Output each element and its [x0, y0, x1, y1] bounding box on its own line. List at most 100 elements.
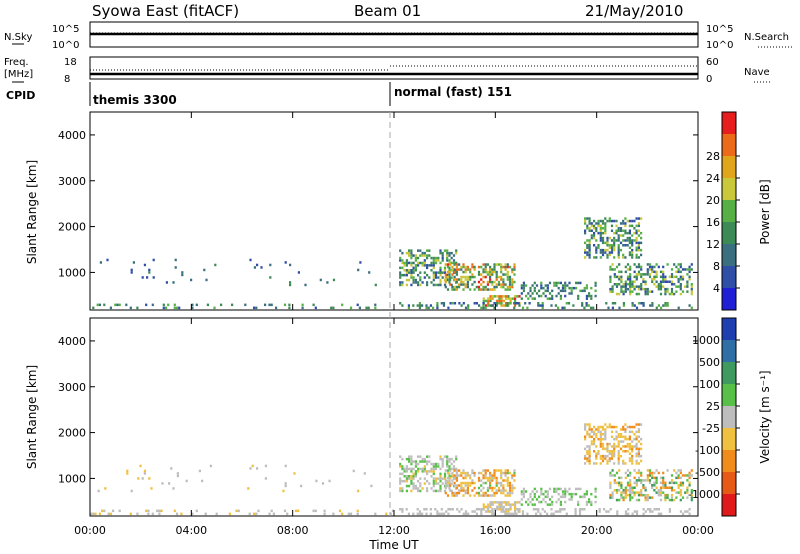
power-data-cell	[491, 270, 494, 274]
power-data-cell	[106, 258, 109, 262]
velocity-data-cell	[439, 484, 442, 488]
velocity-data-cell	[588, 454, 591, 458]
velocity-data-cell	[633, 445, 636, 448]
velocity-data-cell	[588, 447, 591, 451]
power-data-cell	[677, 268, 680, 271]
power-data-cell	[586, 239, 589, 242]
velocity-data-cell	[347, 512, 350, 516]
power-data-cell	[583, 306, 586, 310]
power-data-cell	[434, 283, 438, 287]
velocity-data-cell	[624, 450, 627, 453]
power-data-cell	[489, 273, 492, 276]
power-data-cell	[319, 278, 322, 282]
velocity-data-cell	[426, 460, 429, 463]
power-data-cell	[635, 292, 638, 296]
power-data-cell	[410, 264, 413, 267]
power-data-cell	[555, 294, 558, 298]
velocity-data-cell	[511, 476, 514, 480]
velocity-data-cell	[601, 442, 605, 446]
velocity-data-cell	[664, 486, 667, 489]
power-data-cell	[620, 287, 623, 291]
velocity-data-cell	[635, 423, 638, 426]
velocity-data-cell	[551, 495, 554, 499]
velocity-data-cell	[500, 476, 503, 480]
power-data-cell	[504, 288, 507, 291]
power-data-cell	[231, 303, 234, 307]
power-data-cell	[593, 219, 596, 223]
velocity-data-cell	[434, 482, 438, 485]
velocity-data-cell	[514, 510, 517, 513]
velocity-data-cell	[426, 462, 429, 466]
velocity-data-cell	[147, 509, 150, 513]
velocity-data-cell	[498, 501, 501, 504]
velocity-data-cell	[491, 474, 494, 477]
power-data-cell	[414, 269, 417, 272]
velocity-data-cell	[410, 489, 413, 493]
velocity-data-cell	[414, 487, 417, 490]
power-data-cell	[651, 278, 654, 281]
velocity-data-cell	[637, 430, 640, 434]
power-data-cell	[525, 284, 528, 287]
power-data-cell	[635, 256, 638, 259]
velocity-data-cell	[312, 509, 315, 513]
freq-tick-top: 18	[64, 57, 77, 68]
power-data-cell	[619, 241, 623, 245]
x-tick-label: 20:00	[581, 524, 613, 537]
power-data-cell	[467, 306, 470, 310]
power-data-cell	[451, 288, 454, 291]
velocity-data-cell	[581, 508, 584, 511]
velocity-data-cell	[594, 495, 597, 499]
power-data-cell	[590, 297, 593, 300]
power-data-cell	[651, 290, 654, 293]
power-data-cell	[518, 304, 521, 307]
power-data-cell	[597, 222, 600, 225]
power-data-cell	[679, 265, 682, 269]
power-data-cell	[586, 227, 589, 230]
velocity-data-cell	[655, 469, 658, 472]
power-data-cell	[405, 271, 408, 274]
power-data-cell	[633, 304, 636, 307]
velocity-data-cell	[644, 498, 647, 502]
velocity-data-cell	[385, 512, 388, 516]
velocity-data-cell	[437, 482, 440, 485]
power-colorbar-segment	[722, 266, 736, 288]
velocity-data-cell	[633, 493, 636, 497]
power-data-cell	[455, 288, 458, 291]
velocity-data-cell	[473, 471, 476, 475]
velocity-data-cell	[606, 454, 609, 458]
power-data-cell	[559, 289, 562, 293]
power-data-cell	[668, 292, 671, 296]
power-data-cell	[405, 259, 408, 262]
power-data-cell	[585, 297, 588, 300]
velocity-data-cell	[666, 493, 669, 497]
velocity-data-cell	[428, 482, 431, 485]
velocity-data-cell	[321, 482, 325, 485]
velocity-data-cell	[646, 508, 650, 511]
power-data-cell	[673, 275, 676, 279]
velocity-data-cell	[651, 484, 654, 487]
power-data-cell	[584, 256, 587, 259]
velocity-data-cell	[629, 491, 632, 494]
velocity-data-cell	[446, 484, 449, 488]
power-data-cell	[417, 261, 420, 265]
power-data-cell	[581, 304, 584, 307]
power-data-cell	[537, 302, 540, 305]
velocity-data-cell	[405, 465, 408, 468]
velocity-data-cell	[633, 481, 636, 485]
power-data-cell	[439, 249, 442, 252]
velocity-data-cell	[522, 487, 525, 491]
velocity-data-cell	[597, 452, 600, 455]
power-data-cell	[646, 292, 649, 296]
velocity-data-cell	[637, 491, 641, 494]
velocity-data-cell	[284, 484, 287, 488]
power-data-cell	[439, 281, 442, 284]
velocity-data-cell	[633, 425, 636, 429]
velocity-data-cell	[455, 474, 458, 477]
velocity-data-cell	[151, 512, 154, 516]
velocity-data-cell	[251, 464, 254, 468]
velocity-data-cell	[421, 457, 424, 461]
power-data-cell	[540, 294, 543, 298]
velocity-data-cell	[626, 425, 629, 429]
velocity-data-cell	[489, 486, 492, 490]
cpid-segment-1: themis 3300	[93, 93, 177, 107]
